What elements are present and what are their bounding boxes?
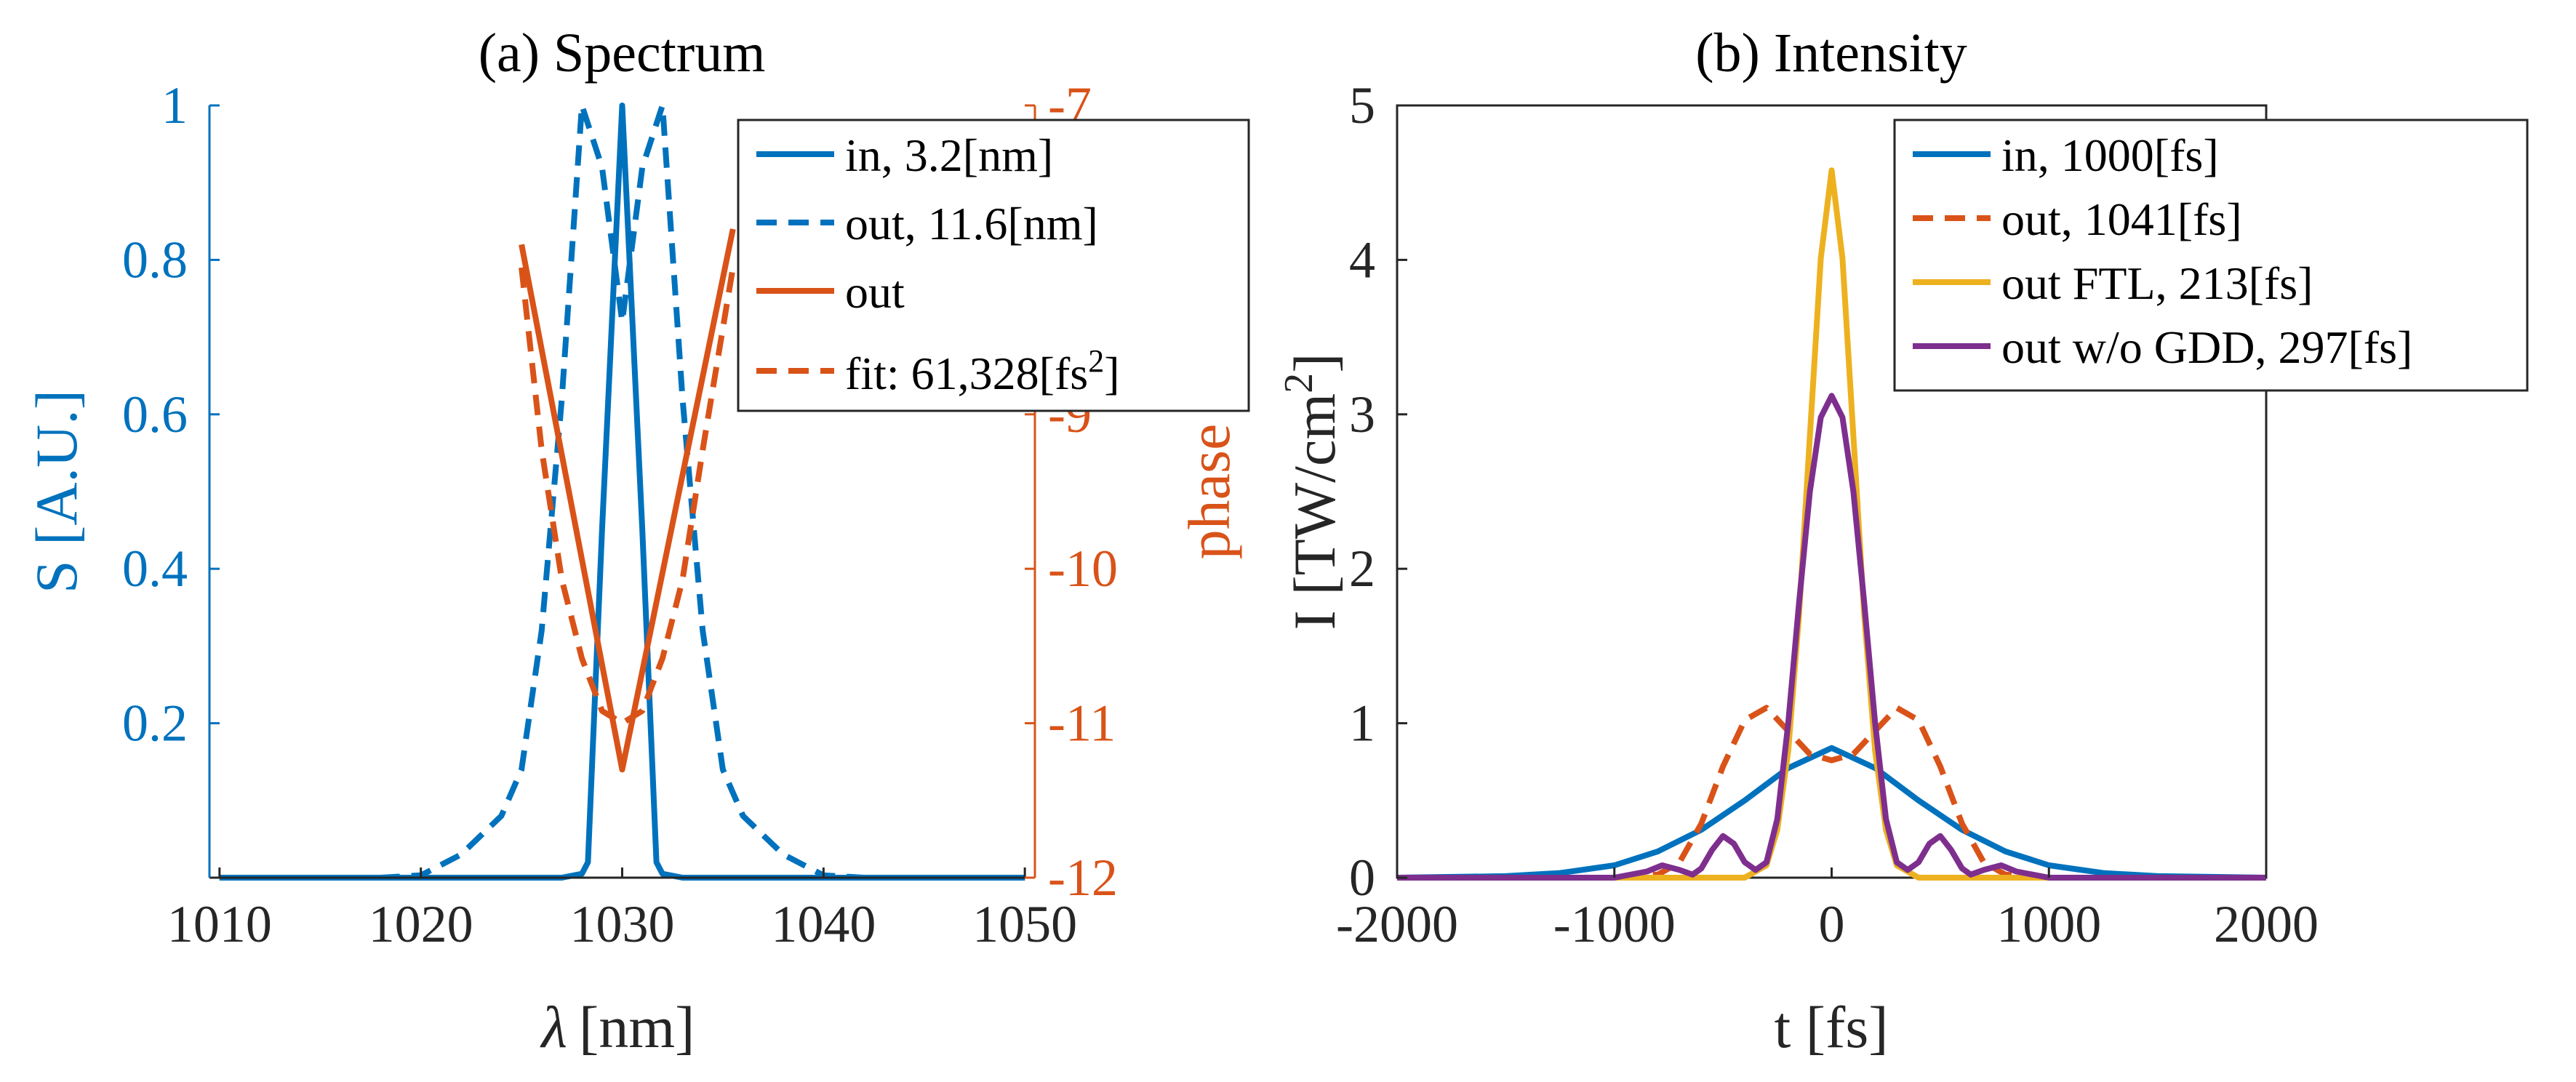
panel-a-x-axis-label: λ [nm] <box>540 994 695 1060</box>
panel-a-left-y-tick-label: 0.6 <box>122 385 188 444</box>
legend-a-label-fit: fit: 61,328[fs2] <box>845 343 1120 400</box>
panel-b-y-axis-label-tail: ] <box>1281 353 1348 373</box>
panel-a-right-y-tick-label: -11 <box>1048 694 1116 753</box>
panel-a-series-2 <box>519 228 736 773</box>
panel-a-x-tick-label: 1010 <box>167 895 272 953</box>
panel-a-left-y-tick-label: 1 <box>161 76 188 135</box>
panel-b-x-ticks: -2000 -1000 0 1000 2000 <box>1336 867 2319 953</box>
panel-a-left-y-tick-label: 0.8 <box>122 231 188 289</box>
panel-b-y-axis-label-base: I [TW/cm <box>1281 393 1348 630</box>
legend-a-label-in: in, 3.2[nm] <box>845 129 1053 181</box>
panel-a-legend: in, 3.2[nm] out, 11.6[nm] out fit: 61,32… <box>737 119 1250 412</box>
panel-b-x-tick-label: 0 <box>1819 895 1845 953</box>
panel-b-series-3 <box>1397 393 2266 881</box>
panel-a-spectrum: (a) Spectrum 1010 1020 1030 1040 1050 0.2 0.4… <box>23 23 1250 1060</box>
panel-b-y-axis-label-sup: 2 <box>1276 373 1321 393</box>
panel-a-left-y-axis-label: S [A.U.] <box>23 390 89 593</box>
panel-b-series-group <box>1396 167 2267 881</box>
panel-a-x-tick-label: 1040 <box>771 895 876 953</box>
panel-a-x-tick-label: 1030 <box>570 895 675 953</box>
panel-a-x-ticks: 1010 1020 1030 1040 1050 <box>167 867 1077 953</box>
panel-a-left-y-tick-label: 0.2 <box>122 694 188 753</box>
panel-a-right-y-tick-label: -12 <box>1048 849 1118 907</box>
panel-b-y-tick-label: 4 <box>1349 231 1375 289</box>
panel-a-x-axis-unit: [nm] <box>579 994 695 1060</box>
panel-a-x-tick-label: 1020 <box>369 895 473 953</box>
legend-b-label-ftl: out FTL, 213[fs] <box>2001 257 2313 309</box>
legend-b-label-in: in, 1000[fs] <box>2001 129 2219 181</box>
panel-b-series-0 <box>1396 745 2267 881</box>
panel-b-y-tick-label: 0 <box>1349 849 1375 907</box>
panel-b-y-tick-label: 1 <box>1349 694 1375 753</box>
panel-b-y-axis-label: I [TW/cm2] <box>1276 353 1348 630</box>
legend-a-label-out-dashed: out, 11.6[nm] <box>845 198 1098 249</box>
legend-a-label-fit-tail: ] <box>1104 348 1119 399</box>
panel-a-legend-box <box>737 119 1250 412</box>
legend-b-label-wo-gdd: out w/o GDD, 297[fs] <box>2001 321 2412 373</box>
panel-a-x-axis-symbol: λ <box>540 994 568 1060</box>
panel-b-x-tick-label: -1000 <box>1553 895 1676 953</box>
panel-b-series-1 <box>1397 705 2266 881</box>
legend-b-label-out: out, 1041[fs] <box>2001 193 2242 245</box>
panel-b-x-axis-label: t [fs] <box>1774 994 1888 1060</box>
panel-b-legend: in, 1000[fs] out, 1041[fs] out FTL, 213[… <box>1893 119 2529 392</box>
panel-b-intensity: (b) Intensity -2000 -1000 0 1000 2000 0 1 2 3 4 5… <box>1276 23 2529 1060</box>
legend-a-label-fit-sup: 2 <box>1088 343 1104 379</box>
panel-b-x-tick-label: 1000 <box>1996 895 2101 953</box>
panel-b-legend-box <box>1893 119 2529 392</box>
panel-b-title: (b) Intensity <box>1695 23 1967 84</box>
legend-a-label-fit-base: fit: 61,328[fs <box>845 348 1088 399</box>
panel-b-x-tick-label: -2000 <box>1336 895 1458 953</box>
panel-b-y-tick-label: 5 <box>1349 76 1375 135</box>
panel-a-series-3 <box>519 267 736 726</box>
panel-b-x-tick-label: 2000 <box>2214 895 2319 953</box>
panel-a-title: (a) Spectrum <box>479 23 766 84</box>
panel-b-y-tick-label: 3 <box>1349 385 1375 444</box>
panel-a-left-y-tick-label: 0.4 <box>122 540 188 598</box>
panel-a-x-tick-label: 1050 <box>972 895 1077 953</box>
panel-a-right-y-axis-label: phase <box>1176 424 1242 560</box>
legend-a-label-out-phase: out <box>845 266 905 318</box>
panel-a-right-y-tick-label: -10 <box>1048 540 1118 598</box>
panel-a-series-1 <box>219 103 1025 881</box>
panel-a-left-y-ticks: 0.2 0.4 0.6 0.8 1 <box>122 76 220 753</box>
panel-b-y-tick-label: 2 <box>1349 540 1375 598</box>
panel-b-y-ticks: 0 1 2 3 4 5 <box>1349 76 1407 907</box>
